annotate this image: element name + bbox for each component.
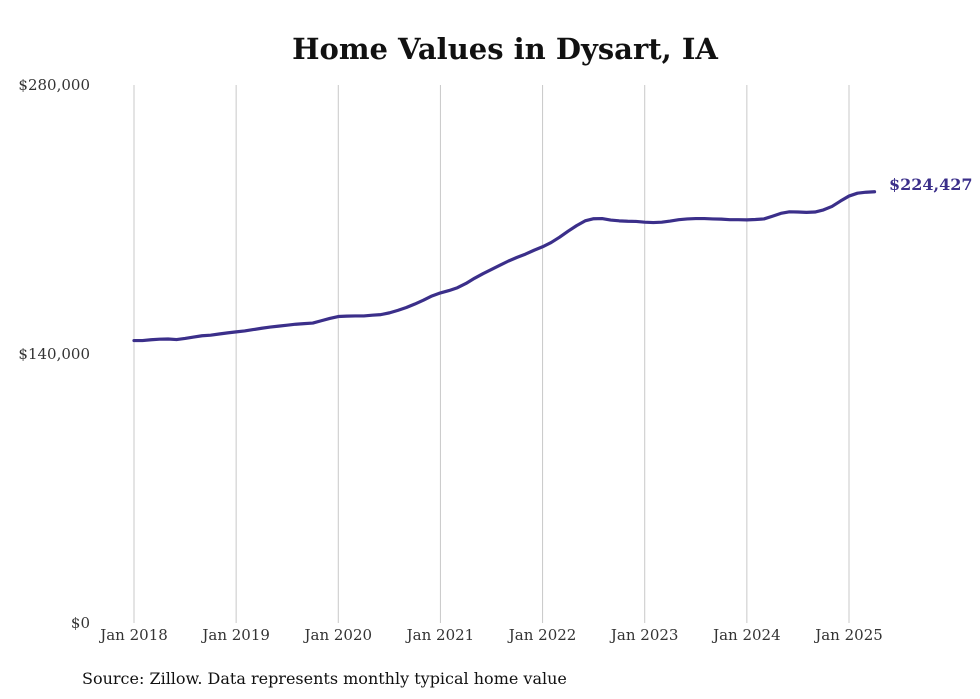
x-tick-label: Jan 2018: [98, 626, 168, 644]
last-value-label: $224,427: [889, 175, 973, 194]
x-tick-label: Jan 2021: [405, 626, 475, 644]
x-tick-label: Jan 2019: [200, 626, 270, 644]
source-note: Source: Zillow. Data represents monthly …: [82, 669, 567, 688]
chart-title: Home Values in Dysart, IA: [292, 32, 718, 66]
grid-lines: [133, 85, 850, 623]
x-tick-label: Jan 2023: [609, 626, 679, 644]
series-layer: [132, 190, 877, 343]
series-line: [132, 190, 877, 343]
y-axis-tick-labels: $0 $140,000 $280,000: [18, 76, 90, 632]
y-tick-label: $140,000: [18, 345, 90, 363]
y-tick-label: $0: [71, 614, 90, 632]
x-axis-tick-labels: Jan 2018 Jan 2019 Jan 2020 Jan 2021 Jan 2022…: [98, 626, 883, 644]
y-tick-label: $280,000: [18, 76, 90, 94]
x-tick-label: Jan 2024: [711, 626, 781, 644]
x-tick-label: Jan 2020: [303, 626, 373, 644]
x-tick-label: Jan 2022: [507, 626, 577, 644]
x-tick-label: Jan 2025: [813, 626, 883, 644]
